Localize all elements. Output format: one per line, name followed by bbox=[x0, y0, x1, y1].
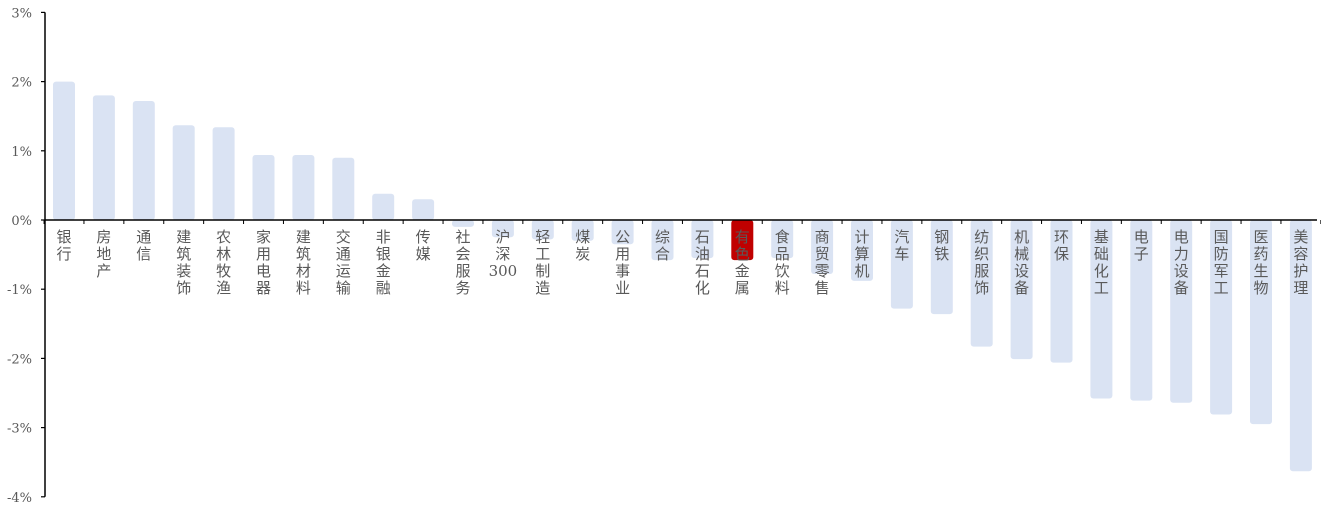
bar-31 bbox=[1250, 220, 1272, 425]
category-label: 农林牧渔 bbox=[216, 228, 231, 297]
category-label: 商贸零售 bbox=[815, 228, 830, 297]
category-label: 建筑装饰 bbox=[176, 228, 191, 297]
bar-12 bbox=[491, 220, 514, 238]
category-label: 公用事业 bbox=[615, 228, 630, 297]
bar-23 bbox=[930, 220, 953, 315]
y-tick-label: -3% bbox=[7, 422, 32, 437]
category-label: 纺织服饰 bbox=[974, 228, 989, 297]
bar-30 bbox=[1210, 220, 1233, 415]
y-tick-label: 2% bbox=[11, 76, 32, 91]
bar-21 bbox=[851, 220, 873, 281]
bar-17 bbox=[691, 220, 714, 259]
category-label: 沪深 300 bbox=[489, 228, 518, 280]
bar-16 bbox=[651, 220, 674, 261]
category-labels-layer: 银行 房地产 通信 建筑装饰 农林牧渔 家用电器 建筑材料 交通运输 非银金融 传媒 社会服务 沪深 3… bbox=[56, 228, 1308, 297]
bar-2 bbox=[92, 95, 115, 220]
category-label: 美容护理 bbox=[1293, 228, 1308, 297]
y-tick-label: -4% bbox=[7, 491, 32, 506]
category-label: 煤炭 bbox=[575, 228, 590, 263]
category-label: 传媒 bbox=[416, 228, 431, 263]
bar-26 bbox=[1050, 220, 1073, 363]
category-label: 有色金属 bbox=[735, 228, 750, 297]
category-label: 医药生物 bbox=[1253, 228, 1268, 297]
category-label: 家用电器 bbox=[256, 228, 271, 297]
axes-layer: 3% 2% 1% 0% -1% -2% -3% -4% bbox=[7, 6, 1321, 506]
bar-28 bbox=[1130, 220, 1153, 401]
bar-24 bbox=[970, 220, 993, 347]
bar-7 bbox=[292, 155, 315, 220]
category-label: 非银金融 bbox=[376, 228, 391, 297]
bar-10 bbox=[412, 199, 435, 220]
bar-20 bbox=[811, 220, 834, 274]
bar-13 bbox=[531, 220, 554, 240]
category-label: 社会服务 bbox=[455, 228, 470, 297]
bar-25 bbox=[1010, 220, 1033, 360]
category-label: 建筑材料 bbox=[296, 228, 311, 297]
bar-22 bbox=[890, 220, 913, 309]
y-tick-label: 0% bbox=[11, 214, 32, 229]
bar-6 bbox=[252, 155, 275, 220]
category-label: 国防军工 bbox=[1214, 228, 1229, 297]
category-label: 轻工制造 bbox=[535, 228, 550, 297]
category-label: 交通运输 bbox=[336, 228, 351, 297]
y-tick-label: 3% bbox=[11, 6, 32, 21]
bar-14 bbox=[571, 220, 594, 241]
bar-3 bbox=[132, 101, 155, 220]
y-tick-label: 1% bbox=[11, 145, 32, 160]
category-label: 通信 bbox=[136, 228, 151, 263]
bar-19 bbox=[771, 220, 794, 259]
bars-layer bbox=[53, 81, 1312, 472]
bar-29 bbox=[1170, 220, 1193, 403]
category-label: 环保 bbox=[1054, 228, 1069, 263]
category-label: 钢铁 bbox=[934, 228, 949, 263]
y-tick-label: -1% bbox=[7, 283, 32, 298]
category-label: 汽车 bbox=[894, 228, 909, 263]
bar-9 bbox=[372, 193, 395, 220]
y-tick-label: -2% bbox=[7, 352, 32, 367]
category-label: 计算机 bbox=[854, 228, 869, 280]
category-label: 房地产 bbox=[96, 228, 111, 280]
bar-27 bbox=[1090, 220, 1113, 399]
bar-32 bbox=[1289, 220, 1312, 472]
bar-11 bbox=[452, 220, 474, 227]
bar-18 bbox=[731, 220, 754, 261]
category-label: 食品饮料 bbox=[775, 228, 790, 297]
category-label: 银行 bbox=[56, 228, 71, 263]
bar-1 bbox=[53, 81, 75, 220]
category-label: 石油石化 bbox=[695, 228, 710, 297]
category-label: 综合 bbox=[655, 228, 670, 263]
category-label: 电子 bbox=[1134, 228, 1149, 263]
bar-4 bbox=[172, 125, 195, 220]
bar-15 bbox=[611, 220, 634, 245]
bar-8 bbox=[332, 157, 355, 220]
category-label: 电力设备 bbox=[1174, 228, 1189, 297]
bar-5 bbox=[212, 127, 235, 220]
category-label: 基础化工 bbox=[1094, 228, 1109, 297]
category-label: 机械设备 bbox=[1014, 228, 1029, 297]
